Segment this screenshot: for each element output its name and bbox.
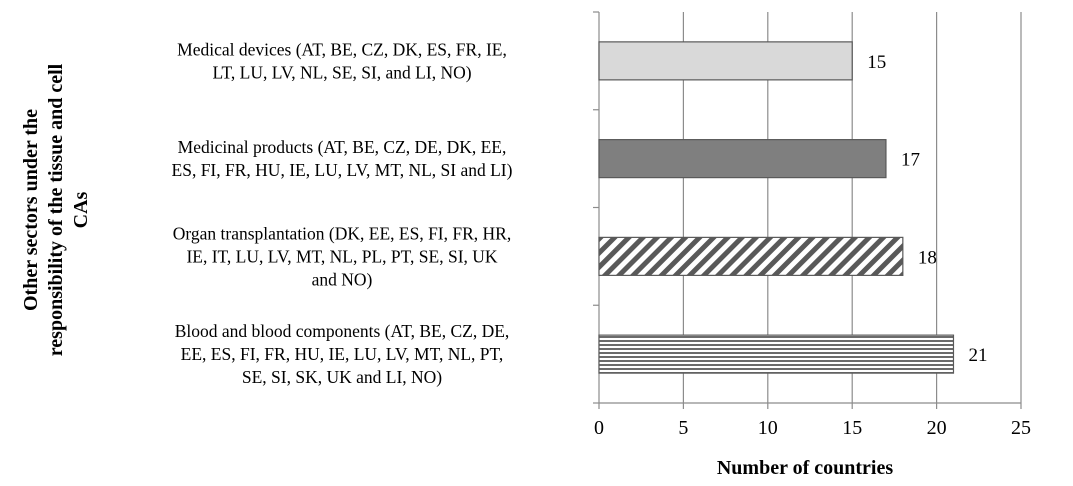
y-axis-title-line: responsibility of the tissue and cell: [45, 63, 67, 356]
category-label-line: and NO): [312, 269, 373, 289]
category-label: Blood and blood components (AT, BE, CZ, …: [175, 321, 510, 387]
category-label-line: Medicinal products (AT, BE, CZ, DE, DK, …: [178, 137, 507, 157]
category-label: Medicinal products (AT, BE, CZ, DE, DK, …: [172, 137, 513, 180]
category-label-line: ES, FI, FR, HU, IE, LU, LV, MT, NL, SI a…: [172, 160, 513, 180]
x-axis-title: Number of countries: [717, 457, 893, 479]
data-label: 18: [918, 247, 937, 268]
y-axis-title-line: CAs: [70, 191, 92, 228]
bars: [598, 41, 955, 374]
category-label-line: LT, LU, LV, NL, SE, SI, and LI, NO): [212, 62, 471, 82]
x-tick-label: 20: [927, 417, 947, 439]
data-label: 21: [968, 345, 987, 366]
y-axis-title-line: Other sectors under the: [20, 109, 42, 311]
category-label-line: Medical devices (AT, BE, CZ, DK, ES, FR,…: [177, 39, 507, 59]
x-tick-label: 5: [678, 417, 688, 439]
category-label-line: EE, ES, FI, FR, HU, IE, LU, LV, MT, NL, …: [181, 344, 504, 364]
category-label-line: SE, SI, SK, UK and LI, NO): [242, 367, 442, 387]
category-label: Medical devices (AT, BE, CZ, DK, ES, FR,…: [177, 39, 507, 82]
x-tick-label: 0: [594, 417, 604, 439]
bar: [598, 334, 955, 374]
bar: [598, 41, 853, 81]
labels: 0 5 10 15 20 25 15 Medical devices (AT, BE, CZ,…: [20, 39, 1031, 479]
category-label-line: Organ transplantation (DK, EE, ES, FI, F…: [173, 223, 511, 243]
bar: [598, 236, 904, 276]
category-label: Organ transplantation (DK, EE, ES, FI, F…: [173, 223, 511, 289]
data-label: 15: [867, 52, 886, 73]
bar: [598, 139, 887, 179]
x-tick-label: 10: [758, 417, 778, 439]
y-axis-title: Other sectors under the responsibility of…: [20, 63, 92, 356]
x-tick-label: 15: [842, 417, 862, 439]
x-tick-label: 25: [1011, 417, 1031, 439]
category-label-line: Blood and blood components (AT, BE, CZ, …: [175, 321, 510, 341]
data-label: 17: [901, 150, 920, 171]
category-label-line: IE, IT, LU, LV, MT, NL, PL, PT, SE, SI, …: [186, 246, 497, 266]
